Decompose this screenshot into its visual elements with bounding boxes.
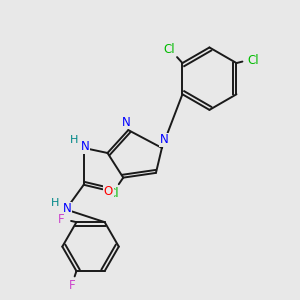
Text: N: N bbox=[63, 202, 71, 215]
Text: O: O bbox=[104, 185, 113, 198]
Text: H: H bbox=[70, 136, 78, 146]
Text: Cl: Cl bbox=[107, 188, 119, 200]
Text: Cl: Cl bbox=[247, 54, 259, 67]
Text: F: F bbox=[69, 279, 75, 292]
Text: Cl: Cl bbox=[163, 43, 175, 56]
Text: N: N bbox=[160, 134, 169, 146]
Text: H: H bbox=[51, 198, 60, 208]
Text: N: N bbox=[122, 116, 130, 129]
Text: F: F bbox=[58, 213, 65, 226]
Text: N: N bbox=[80, 140, 89, 153]
